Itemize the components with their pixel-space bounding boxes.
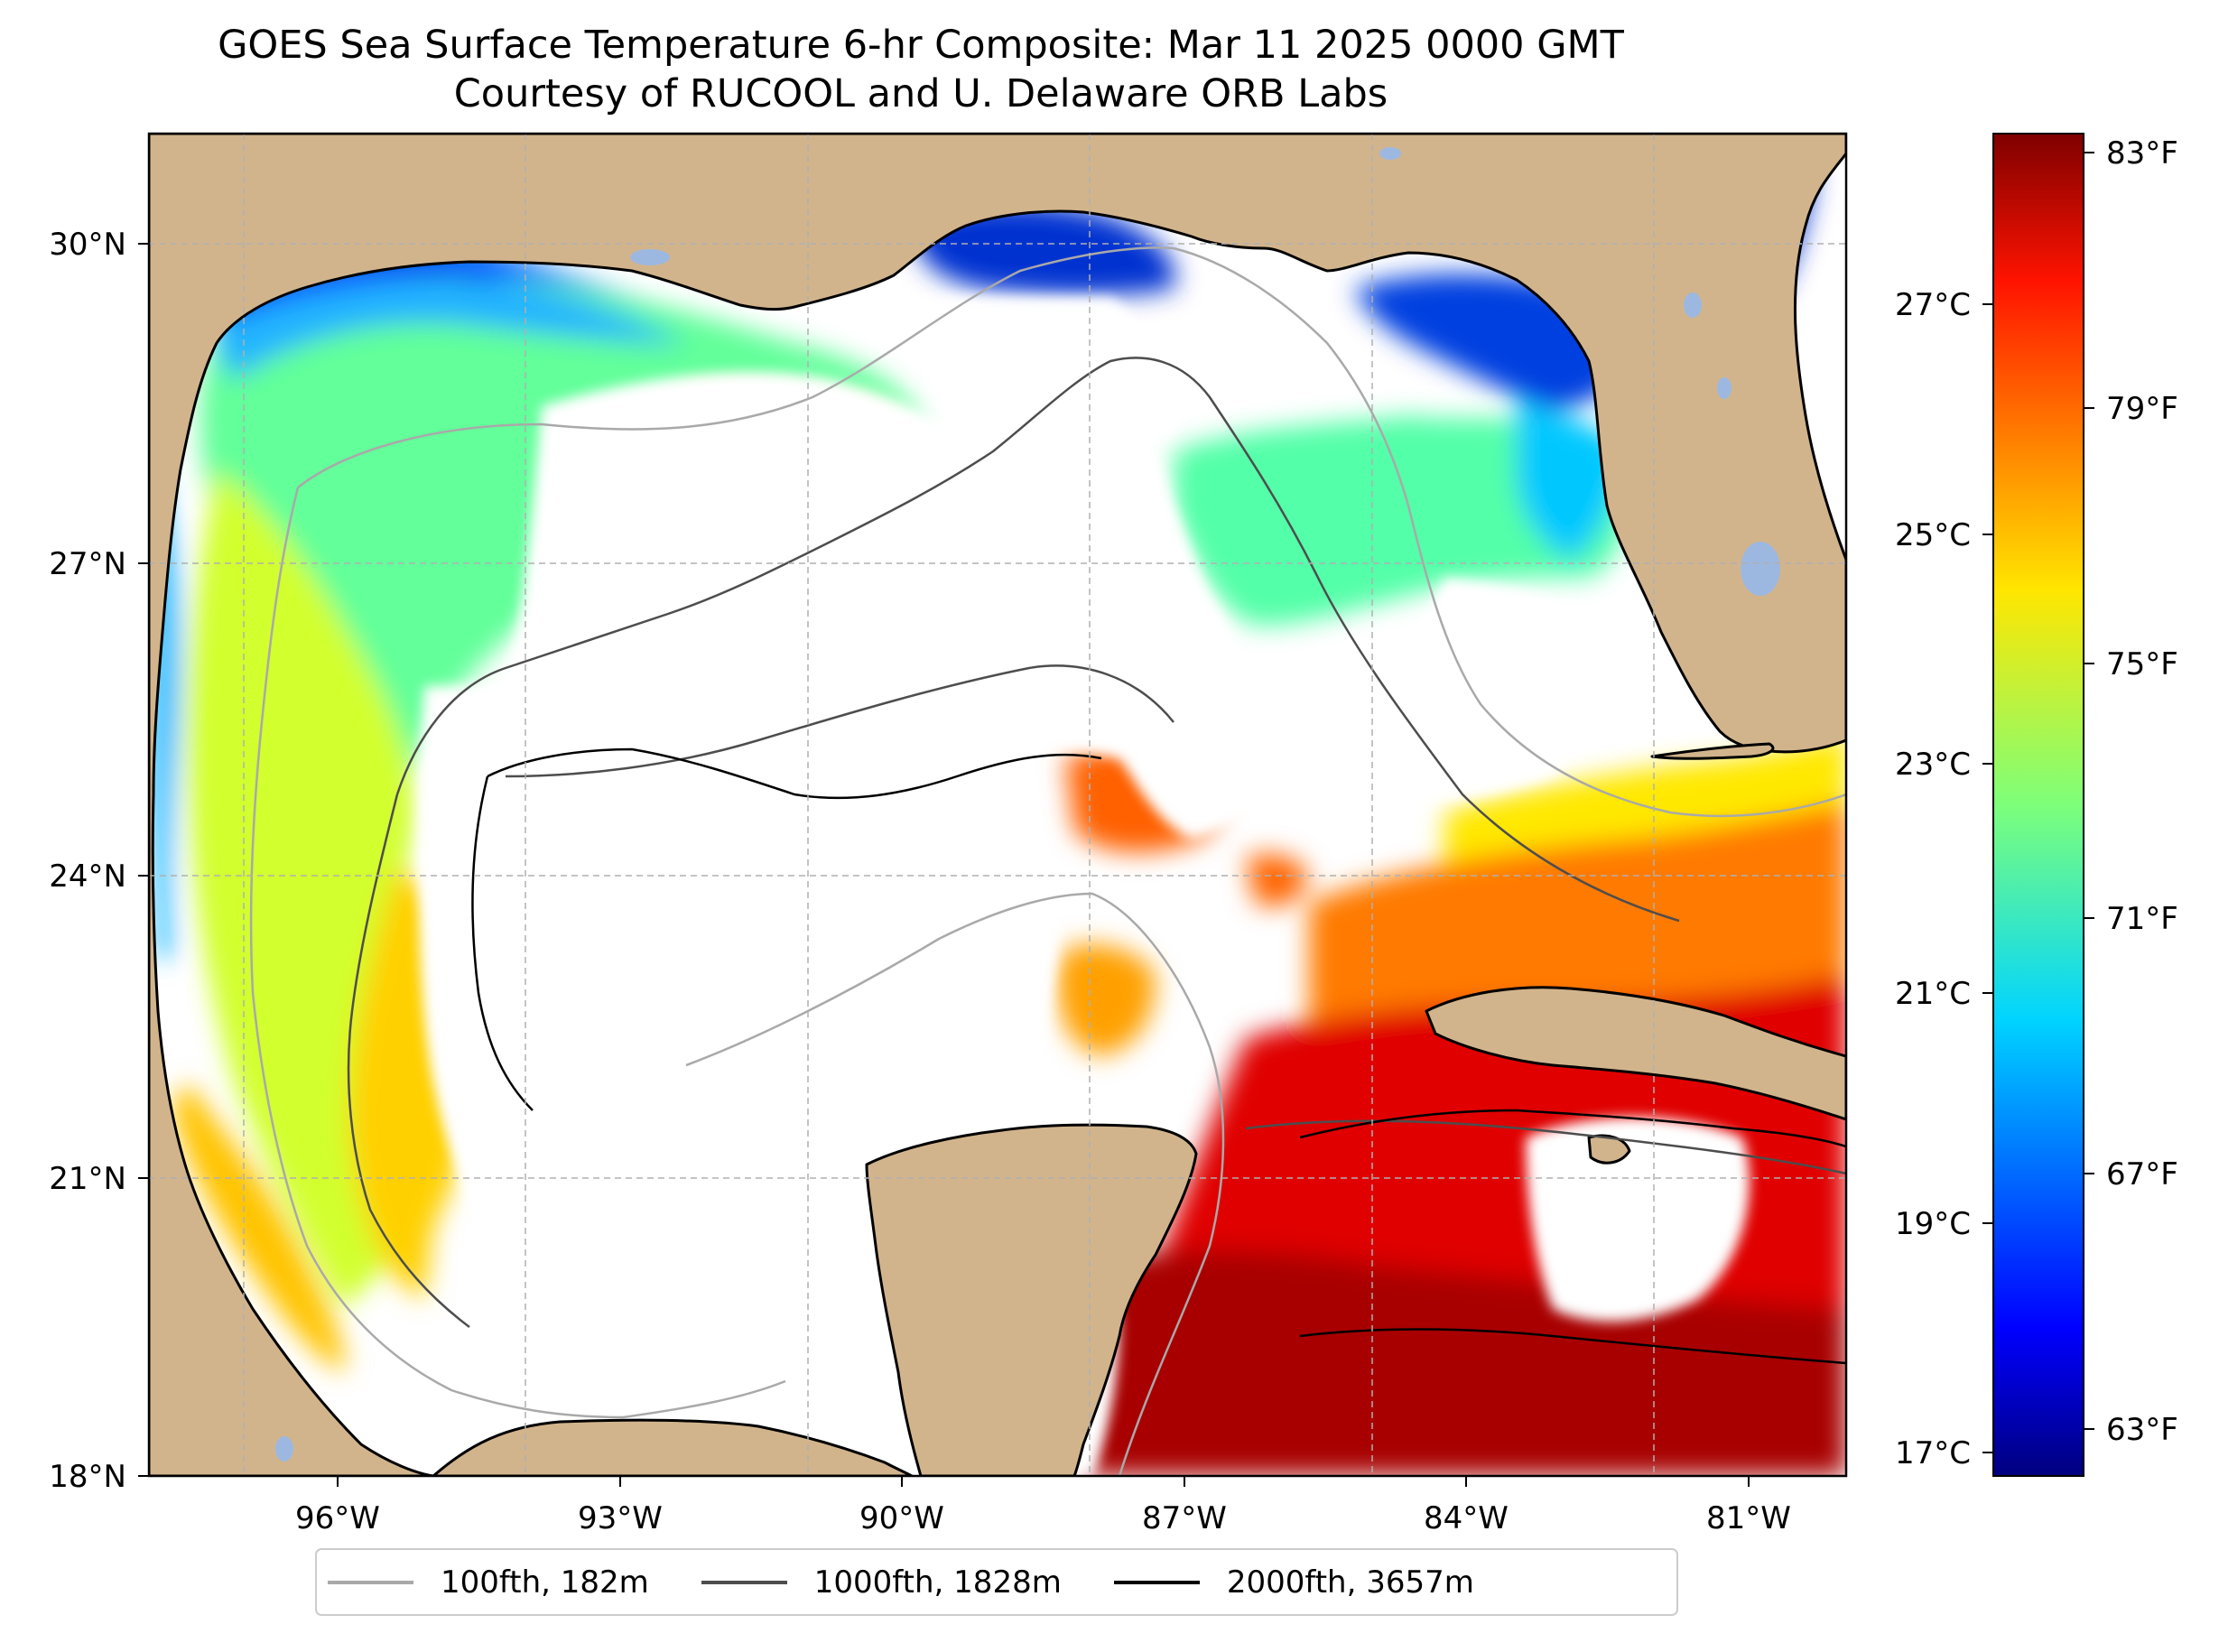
lon-label-90w: 90°W: [859, 1500, 944, 1536]
colorbar-label-67f: 67°F: [2106, 1156, 2178, 1193]
land-layer: [149, 134, 1846, 1476]
lon-label-96w: 96°W: [295, 1500, 380, 1536]
lon-label-93w: 93°W: [578, 1500, 663, 1536]
map-subtitle: Courtesy of RUCOOL and U. Delaware ORB L…: [453, 71, 1388, 116]
colorbar-label-23c: 23°C: [1895, 747, 1971, 783]
lat-label-21n: 21°N: [49, 1161, 126, 1197]
gridlines: [149, 134, 1846, 1476]
colorbar-gradient: [1992, 133, 2084, 1477]
colorbar-celsius-ticks: [1982, 303, 1993, 1453]
legend-entry-1000fth: 1000fth, 1828m: [701, 1564, 1062, 1601]
colorbar-label-25c: 25°C: [1895, 517, 1971, 553]
latitude-ticks: [138, 243, 149, 1477]
lon-label-81w: 81°W: [1706, 1500, 1791, 1536]
lat-label-18n: 18°N: [49, 1459, 126, 1495]
inland-water: [275, 147, 1780, 1462]
map-frame: [147, 132, 1848, 1478]
contour-legend: 100fth, 182m 1000fth, 1828m 2000fth, 365…: [315, 1548, 1678, 1616]
colorbar: 83°F 79°F 75°F 71°F 67°F 63°F 27°C 25°C …: [1895, 133, 2178, 1477]
legend-swatch-1000fth: [701, 1580, 787, 1584]
legend-label-2000fth: 2000fth, 3657m: [1226, 1564, 1474, 1601]
colorbar-label-83f: 83°F: [2106, 135, 2178, 172]
longitude-ticks: [337, 1476, 1750, 1487]
map-panel: [149, 134, 1846, 1476]
lon-label-84w: 84°W: [1424, 1500, 1509, 1536]
colorbar-label-17c: 17°C: [1895, 1435, 1971, 1471]
contour-100fth: [249, 246, 1846, 1476]
legend-swatch-2000fth: [1113, 1580, 1200, 1584]
colorbar-label-21c: 21°C: [1895, 976, 1971, 1012]
legend-entry-100fth: 100fth, 182m: [328, 1564, 649, 1601]
colorbar-label-71f: 71°F: [2106, 901, 2178, 937]
contour-1000fth: [347, 357, 1846, 1328]
legend-label-1000fth: 1000fth, 1828m: [813, 1564, 1062, 1601]
legend-label-100fth: 100fth, 182m: [441, 1564, 649, 1601]
legend-swatch-100fth: [328, 1580, 413, 1584]
longitude-tick-labels: 96°W 93°W 90°W 87°W 84°W 81°W: [295, 1500, 1791, 1536]
lat-label-24n: 24°N: [49, 858, 126, 895]
colorbar-fahrenheit-ticks: [2084, 152, 2094, 1430]
map-title: GOES Sea Surface Temperature 6-hr Compos…: [218, 23, 1624, 68]
latitude-tick-labels: 30°N 27°N 24°N 21°N 18°N: [49, 227, 126, 1495]
contour-2000fth: [471, 747, 1846, 1365]
colorbar-label-79f: 79°F: [2106, 391, 2178, 427]
lat-label-30n: 30°N: [49, 227, 126, 263]
legend-entry-2000fth: 2000fth, 3657m: [1113, 1564, 1474, 1601]
lon-label-87w: 87°W: [1142, 1500, 1227, 1536]
colorbar-label-63f: 63°F: [2106, 1412, 2178, 1448]
colorbar-label-19c: 19°C: [1895, 1206, 1971, 1242]
colorbar-label-75f: 75°F: [2106, 646, 2178, 682]
colorbar-label-27c: 27°C: [1895, 287, 1971, 323]
lat-label-27n: 27°N: [49, 546, 126, 582]
